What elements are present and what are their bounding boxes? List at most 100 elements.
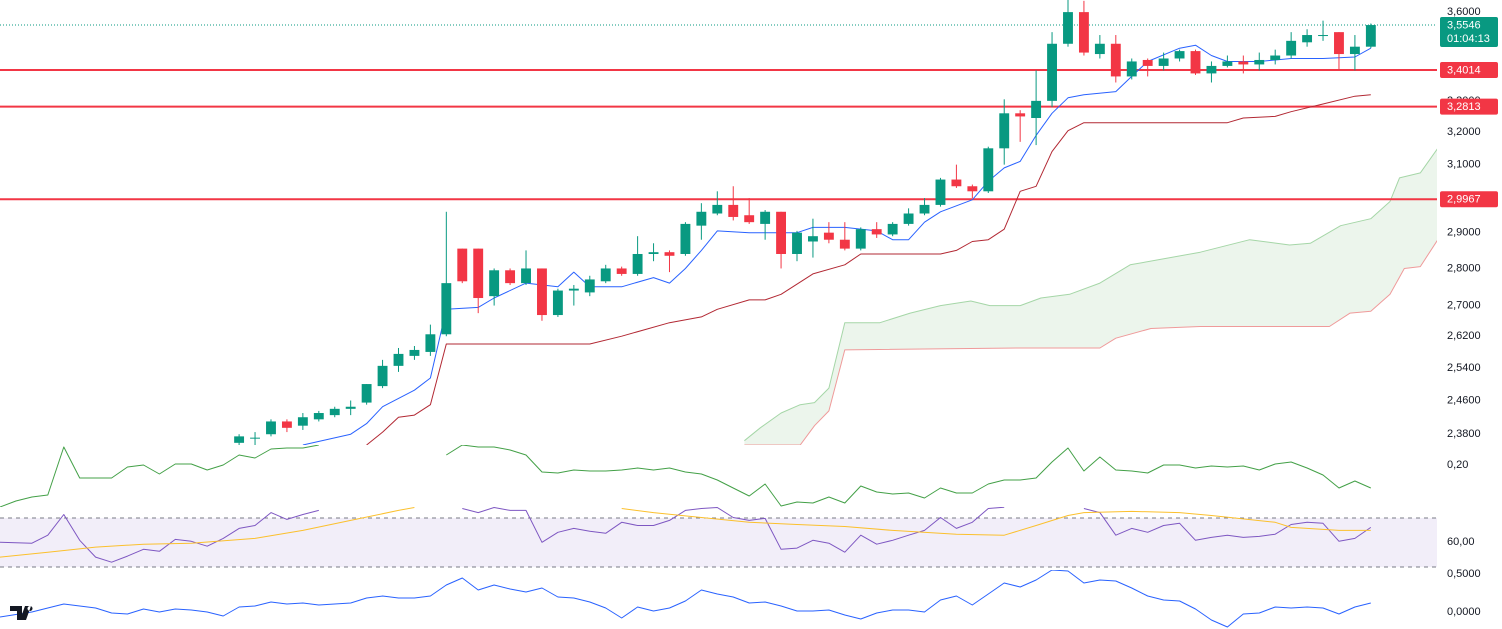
level-label-box — [1440, 191, 1498, 208]
candle-body — [234, 436, 245, 443]
y-tick-label: 60,00 — [1447, 536, 1475, 548]
level-label: 2,9967 — [1447, 194, 1481, 206]
candle-body — [281, 421, 292, 428]
candle-body — [871, 229, 882, 235]
candle-body — [1047, 43, 1057, 101]
candle-body — [1254, 59, 1265, 65]
level-label-box — [1440, 98, 1498, 115]
last-price-label: 3,5546 — [1447, 19, 1481, 31]
y-tick-label: 2,9000 — [1447, 227, 1481, 239]
y-tick-label: 3,6000 — [1447, 6, 1481, 18]
y-tick-label: 0,0000 — [1447, 606, 1481, 618]
level-label: 3,2813 — [1447, 101, 1481, 113]
candle-body — [568, 288, 579, 291]
cloud-upper-line — [744, 148, 1437, 442]
y-tick-label: 2,5400 — [1447, 362, 1481, 374]
candle-body — [1174, 51, 1185, 59]
candle-body — [377, 365, 388, 387]
logo — [10, 606, 33, 620]
candle-body — [1142, 59, 1153, 66]
candle-body — [441, 283, 452, 335]
candle-body — [648, 252, 659, 254]
candle-body — [297, 417, 308, 426]
rsi-band — [0, 518, 1437, 567]
candle-body — [313, 413, 324, 420]
candle-body — [1031, 100, 1042, 119]
candle-body — [1190, 51, 1201, 74]
candle-body — [680, 223, 691, 254]
candle-body — [425, 334, 436, 352]
cloud-fill — [744, 149, 1437, 445]
candle-body — [266, 421, 276, 435]
y-tick-label: 2,3800 — [1447, 428, 1481, 440]
y-tick-label: 2,7000 — [1447, 299, 1481, 311]
candle-body — [1349, 46, 1360, 55]
level-label: 3,4014 — [1447, 64, 1481, 76]
y-tick-label: 0,20 — [1447, 459, 1468, 471]
candle-body — [1015, 113, 1026, 117]
candle-body — [1365, 25, 1376, 47]
candle-body — [696, 211, 707, 226]
y-tick-label: 3,2000 — [1447, 126, 1481, 138]
candle-body — [792, 232, 802, 254]
pane — [0, 445, 1372, 507]
candle-body — [1238, 61, 1249, 65]
candle-body — [1158, 58, 1169, 66]
level-label-box — [1440, 61, 1498, 78]
candle-body — [1334, 32, 1344, 55]
candle-body — [1126, 61, 1137, 77]
countdown-label: 01:04:13 — [1447, 33, 1490, 45]
candle-body — [1270, 55, 1281, 60]
cloud-lower-line — [744, 240, 1437, 445]
price-labels: 3,4014 3,2813 2,9967 3,5546 01:04:13 — [1440, 17, 1498, 208]
candle-body — [329, 408, 340, 416]
indicator-line — [0, 445, 1372, 507]
candle-body — [967, 186, 978, 192]
candle-body — [776, 211, 787, 254]
candle-body — [760, 211, 771, 224]
candle-body — [1063, 12, 1073, 44]
candle-body — [887, 223, 898, 235]
candle-body — [345, 406, 356, 409]
candle-body — [1302, 35, 1313, 43]
y-tick-label: 0,5000 — [1447, 568, 1481, 580]
candle-body — [1206, 65, 1217, 74]
candle-body — [999, 113, 1010, 149]
indicator-line — [0, 570, 1371, 628]
candle-body — [1110, 43, 1121, 77]
indicator-line — [302, 44, 1372, 445]
candle-body — [489, 270, 500, 297]
candle-body — [473, 248, 484, 299]
pane — [0, 507, 1437, 568]
candle-body — [1078, 12, 1089, 53]
last-price-box — [1440, 17, 1498, 48]
candle-body — [600, 268, 611, 282]
y-tick-label: 2,6200 — [1447, 330, 1481, 342]
candle-body — [409, 349, 420, 356]
candle-body — [744, 215, 755, 223]
candle-body — [903, 213, 914, 224]
candle-body — [1318, 35, 1328, 37]
candle-body — [919, 204, 930, 214]
candle-body — [1094, 43, 1105, 55]
candle-body — [361, 384, 372, 403]
indicator-line — [366, 94, 1371, 445]
candle-body — [505, 270, 516, 284]
candle-body — [712, 204, 723, 214]
candle-body — [823, 232, 834, 240]
candle-body — [855, 229, 866, 249]
candle-body — [537, 268, 547, 316]
pane — [0, 570, 1371, 628]
pane — [0, 0, 1437, 445]
candle-body — [393, 353, 404, 366]
candle-body — [552, 290, 563, 316]
candle-body — [808, 236, 818, 242]
candle-body — [632, 253, 643, 274]
indicator-line — [0, 507, 1372, 563]
y-tick-label: 2,4600 — [1447, 394, 1481, 406]
candle-body — [935, 179, 946, 205]
axis-labels: 3,60003,30003,20003,10002,90002,80002,70… — [1447, 6, 1481, 618]
